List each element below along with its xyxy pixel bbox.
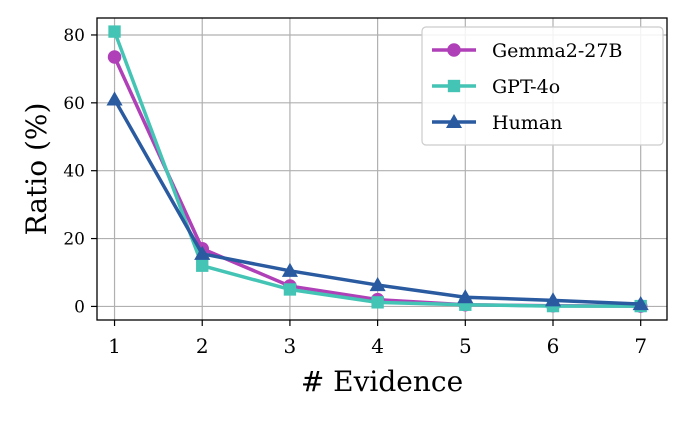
legend-entry: GPT-4o (432, 76, 560, 98)
legend-label: Human (492, 112, 562, 134)
y-tick-label: 60 (63, 94, 85, 114)
data-point (107, 50, 122, 64)
x-tick-label: 2 (196, 334, 209, 358)
y-tick-label: 40 (63, 162, 85, 182)
series-layer (106, 25, 649, 313)
legend-label: Gemma2-27B (492, 40, 622, 62)
x-tick-label: 7 (634, 334, 647, 358)
legend-marker (445, 113, 463, 129)
data-point (371, 296, 384, 309)
ticks: 1 2 3 4 5 6 7 0 20 40 60 80 (63, 26, 647, 358)
data-point (106, 91, 123, 106)
x-tick-label: 6 (547, 334, 560, 358)
data-point (281, 262, 298, 277)
y-tick-label: 80 (63, 26, 85, 46)
legend-label: GPT-4o (492, 76, 560, 98)
legend-entry: Human (432, 112, 562, 134)
y-tick-label: 20 (63, 230, 85, 250)
x-tick-label: 4 (371, 334, 384, 358)
legend-entry: Gemma2-27B (432, 40, 622, 62)
data-point (196, 259, 209, 272)
x-tick-label: 1 (108, 334, 121, 358)
data-point (283, 283, 297, 296)
legend-marker (447, 79, 461, 93)
x-tick-label: 3 (284, 334, 297, 358)
plot-frame (96, 17, 668, 321)
data-point (632, 295, 649, 311)
data-point (108, 25, 121, 38)
data-point (194, 245, 211, 260)
legend-marker (447, 43, 461, 57)
legend-box (421, 26, 664, 146)
x-tick-label: 5 (459, 334, 472, 358)
y-tick-label: 0 (74, 297, 85, 317)
data-point (544, 292, 562, 307)
series-human (106, 91, 649, 311)
data-point (369, 276, 386, 292)
legend: Gemma2-27B GPT-4o Human (421, 26, 664, 146)
y-axis-label: Ratio (%) (20, 103, 53, 236)
x-axis-label: # Evidence (301, 365, 463, 398)
data-point (457, 289, 474, 304)
